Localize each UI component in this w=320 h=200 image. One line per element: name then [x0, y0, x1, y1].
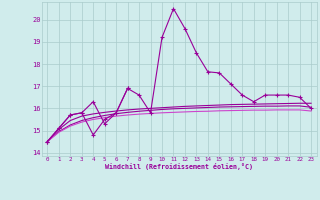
X-axis label: Windchill (Refroidissement éolien,°C): Windchill (Refroidissement éolien,°C)	[105, 163, 253, 170]
